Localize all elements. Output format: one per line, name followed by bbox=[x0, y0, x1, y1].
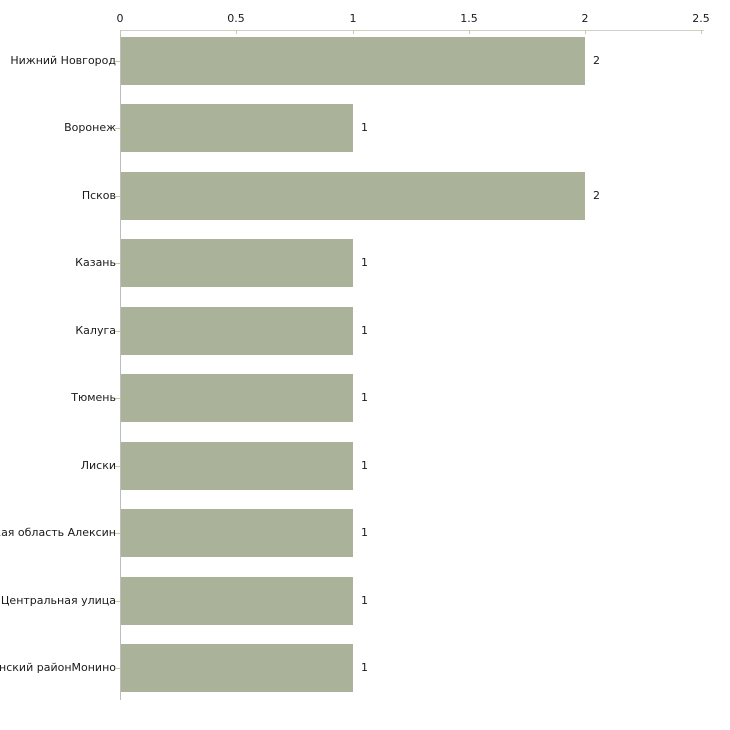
bar-value-label: 1 bbox=[361, 459, 368, 472]
category-tick-mark bbox=[115, 668, 120, 669]
bar-value-label: 1 bbox=[361, 256, 368, 269]
bar-value-label: 1 bbox=[361, 324, 368, 337]
x-axis-tick-mark bbox=[701, 30, 702, 34]
bar-3 bbox=[121, 239, 353, 287]
category-label: Псков bbox=[81, 189, 116, 202]
bar-9 bbox=[121, 644, 353, 692]
category-tick-mark bbox=[115, 601, 120, 602]
bar-7 bbox=[121, 509, 353, 557]
category-label: Воронеж bbox=[64, 121, 116, 134]
x-axis-tick-label: 1.5 bbox=[460, 12, 478, 25]
x-axis-tick-mark bbox=[120, 30, 121, 34]
bar-8 bbox=[121, 577, 353, 625]
bar-4 bbox=[121, 307, 353, 355]
category-label: Казань bbox=[75, 256, 116, 269]
category-label: Нижний Новгород bbox=[10, 54, 116, 67]
bar-2 bbox=[121, 172, 585, 220]
category-label: инский районМонино bbox=[0, 661, 116, 674]
x-axis-tick-label: 2.5 bbox=[692, 12, 710, 25]
x-axis-tick-mark bbox=[236, 30, 237, 34]
bar-value-label: 1 bbox=[361, 121, 368, 134]
category-label: Калуга bbox=[75, 324, 116, 337]
category-label: Тюмень bbox=[71, 391, 116, 404]
category-tick-mark bbox=[115, 128, 120, 129]
y-axis-line bbox=[120, 30, 121, 700]
bar-0 bbox=[121, 37, 585, 85]
bar-value-label: 1 bbox=[361, 526, 368, 539]
x-axis-tick-label: 0 bbox=[116, 12, 124, 25]
category-label: ская область Алексин bbox=[0, 526, 116, 539]
bar-1 bbox=[121, 104, 353, 152]
category-tick-mark bbox=[115, 398, 120, 399]
x-axis-tick-mark bbox=[585, 30, 586, 34]
bar-value-label: 1 bbox=[361, 594, 368, 607]
x-axis-line bbox=[120, 30, 704, 31]
bar-value-label: 2 bbox=[593, 54, 600, 67]
category-tick-mark bbox=[115, 196, 120, 197]
x-axis-tick-label: 1 bbox=[349, 12, 357, 25]
category-tick-mark bbox=[115, 466, 120, 467]
category-tick-mark bbox=[115, 263, 120, 264]
x-axis-tick-label: 2 bbox=[581, 12, 589, 25]
category-tick-mark bbox=[115, 61, 120, 62]
category-tick-mark bbox=[115, 533, 120, 534]
category-tick-mark bbox=[115, 331, 120, 332]
x-axis-tick-mark bbox=[469, 30, 470, 34]
category-label: Лиски bbox=[80, 459, 116, 472]
bar-value-label: 1 bbox=[361, 661, 368, 674]
bar-value-label: 2 bbox=[593, 189, 600, 202]
bar-value-label: 1 bbox=[361, 391, 368, 404]
x-axis-tick-mark bbox=[353, 30, 354, 34]
category-label: о Центральная улица bbox=[0, 594, 116, 607]
bar-6 bbox=[121, 442, 353, 490]
x-axis-tick-label: 0.5 bbox=[227, 12, 245, 25]
bar-5 bbox=[121, 374, 353, 422]
